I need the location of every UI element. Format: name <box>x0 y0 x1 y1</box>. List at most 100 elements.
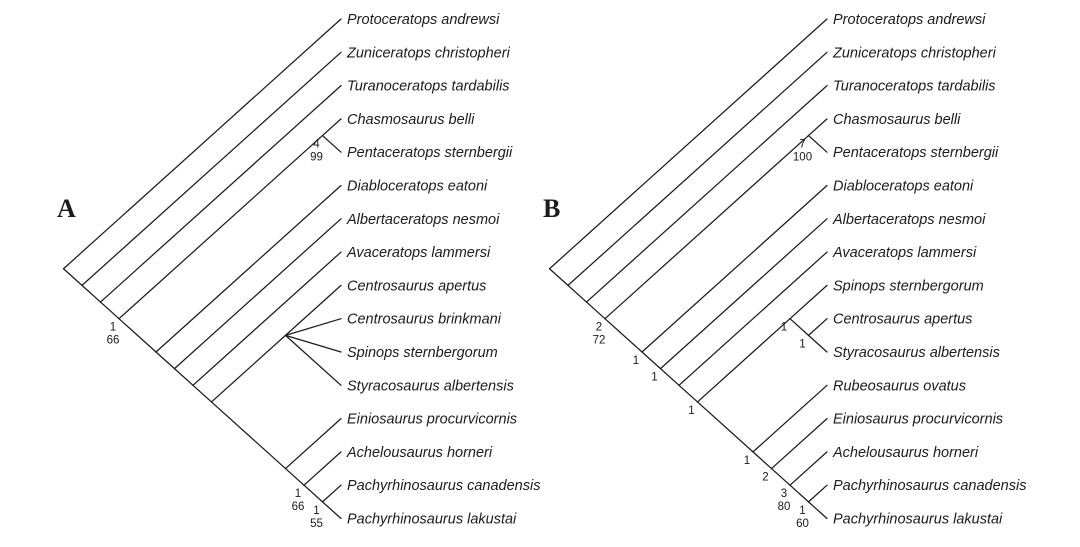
branch-line <box>321 484 342 503</box>
node-support-value: 66 <box>292 501 305 513</box>
node-support-value: 1 <box>799 505 805 517</box>
taxon-label: Centrosaurus brinkmani <box>347 312 502 328</box>
branch-line <box>284 334 342 386</box>
branch-line <box>284 417 342 470</box>
taxon-label: Spinops sternbergorum <box>833 278 984 294</box>
taxon-label: Turanoceratops tardabilis <box>347 79 510 95</box>
node-support-value: 2 <box>596 322 602 334</box>
taxon-label: Pachyrhinosaurus canadensis <box>833 478 1026 494</box>
taxon-label: Pachyrhinosaurus lakustai <box>833 512 1003 528</box>
branch-line <box>192 384 213 403</box>
branch-line <box>567 51 828 287</box>
branch-line <box>303 451 342 486</box>
branch-line <box>118 318 157 353</box>
panel-b-letter: B <box>543 194 560 223</box>
node-support-value: 1 <box>110 322 116 334</box>
branch-line <box>567 284 588 303</box>
taxon-label: Styracosaurus albertensis <box>833 345 1000 361</box>
branch-line <box>548 18 828 270</box>
branch-line <box>807 501 828 520</box>
branch-line <box>807 334 828 353</box>
taxon-label: Pachyrhinosaurus canadensis <box>347 478 540 494</box>
taxon-label: Centrosaurus apertus <box>347 278 486 294</box>
taxon-label: Diabloceratops eatoni <box>833 179 974 195</box>
node-support-value: 1 <box>781 322 787 334</box>
branch-line <box>641 184 828 353</box>
branch-line <box>210 334 287 403</box>
branch-line <box>752 384 828 453</box>
branch-line <box>678 384 699 403</box>
branch-line <box>173 218 342 370</box>
node-support-value: 1 <box>651 372 657 384</box>
branch-line <box>284 334 342 353</box>
node-support-value: 1 <box>633 355 639 367</box>
branch-line <box>659 218 828 370</box>
node-support-value: 1 <box>295 488 301 500</box>
taxon-label: Einiosaurus procurvicornis <box>833 412 1003 428</box>
branch-line <box>81 51 342 287</box>
node-support-value: 7 <box>799 139 805 151</box>
panel-b: B Protoceratops andrewsi Zuniceratops chr… <box>543 12 1026 530</box>
branch-line <box>284 284 342 336</box>
branch-line <box>62 268 83 287</box>
branch-line <box>118 134 324 320</box>
branch-line <box>807 484 828 503</box>
branch-line <box>155 351 176 370</box>
branch-line <box>789 318 810 336</box>
taxon-label: Styracosaurus albertensis <box>347 378 514 394</box>
branch-line <box>321 118 342 137</box>
branch-line <box>99 301 120 320</box>
branch-line <box>81 284 102 303</box>
branch-line <box>321 134 342 153</box>
branch-line <box>284 318 342 336</box>
branch-line <box>807 318 828 336</box>
taxon-label: Achelousaurus horneri <box>832 445 979 461</box>
panel-a: A Protoceratops andrewsi Zuniceratops chr… <box>57 12 540 530</box>
panel-b-tree: Protoceratops andrewsi Zuniceratops chris… <box>548 12 1026 530</box>
branch-line <box>303 484 324 503</box>
taxon-label: Zuniceratops christopheri <box>346 45 511 61</box>
branch-line <box>604 318 643 353</box>
branch-line <box>641 351 662 370</box>
branch-line <box>604 134 810 320</box>
branch-line <box>696 318 791 403</box>
taxon-label: Pachyrhinosaurus lakustai <box>347 512 517 528</box>
node-support-value: 80 <box>778 501 791 513</box>
branch-line <box>770 467 791 486</box>
branch-line <box>752 451 773 470</box>
branch-line <box>99 84 342 303</box>
taxon-label: Pentaceratops sternbergii <box>347 145 513 161</box>
taxon-label: Avaceratops lammersi <box>346 245 491 261</box>
node-support-value: 66 <box>107 335 120 347</box>
taxon-label: Chasmosaurus belli <box>347 112 475 128</box>
branch-line <box>284 467 305 486</box>
branch-line <box>321 501 342 520</box>
branch-line <box>173 368 194 386</box>
taxon-label: Chasmosaurus belli <box>833 112 961 128</box>
panel-a-letter: A <box>57 194 76 223</box>
branch-line <box>192 251 342 386</box>
taxon-label: Pentaceratops sternbergii <box>833 145 999 161</box>
branch-line <box>789 484 810 503</box>
node-support-value: 1 <box>744 455 750 467</box>
taxon-label: Albertaceratops nesmoi <box>832 212 986 228</box>
branch-line <box>585 301 606 320</box>
branch-line <box>585 84 828 303</box>
branch-line <box>789 451 828 486</box>
panel-a-tree: Protoceratops andrewsi Zuniceratops chris… <box>62 12 540 530</box>
branch-line <box>696 401 754 453</box>
taxon-label: Achelousaurus horneri <box>346 445 493 461</box>
node-support-value: 1 <box>313 505 319 517</box>
branch-line <box>62 18 342 270</box>
node-support-value: 1 <box>799 338 805 350</box>
taxon-label: Diabloceratops eatoni <box>347 179 488 195</box>
branch-line <box>789 284 828 320</box>
node-support-value: 1 <box>688 405 694 417</box>
branch-line <box>155 184 342 353</box>
node-support-value: 60 <box>796 518 809 530</box>
taxon-label: Centrosaurus apertus <box>833 312 972 328</box>
branch-line <box>807 118 828 137</box>
taxon-label: Albertaceratops nesmoi <box>346 212 500 228</box>
taxon-label: Turanoceratops tardabilis <box>833 79 996 95</box>
